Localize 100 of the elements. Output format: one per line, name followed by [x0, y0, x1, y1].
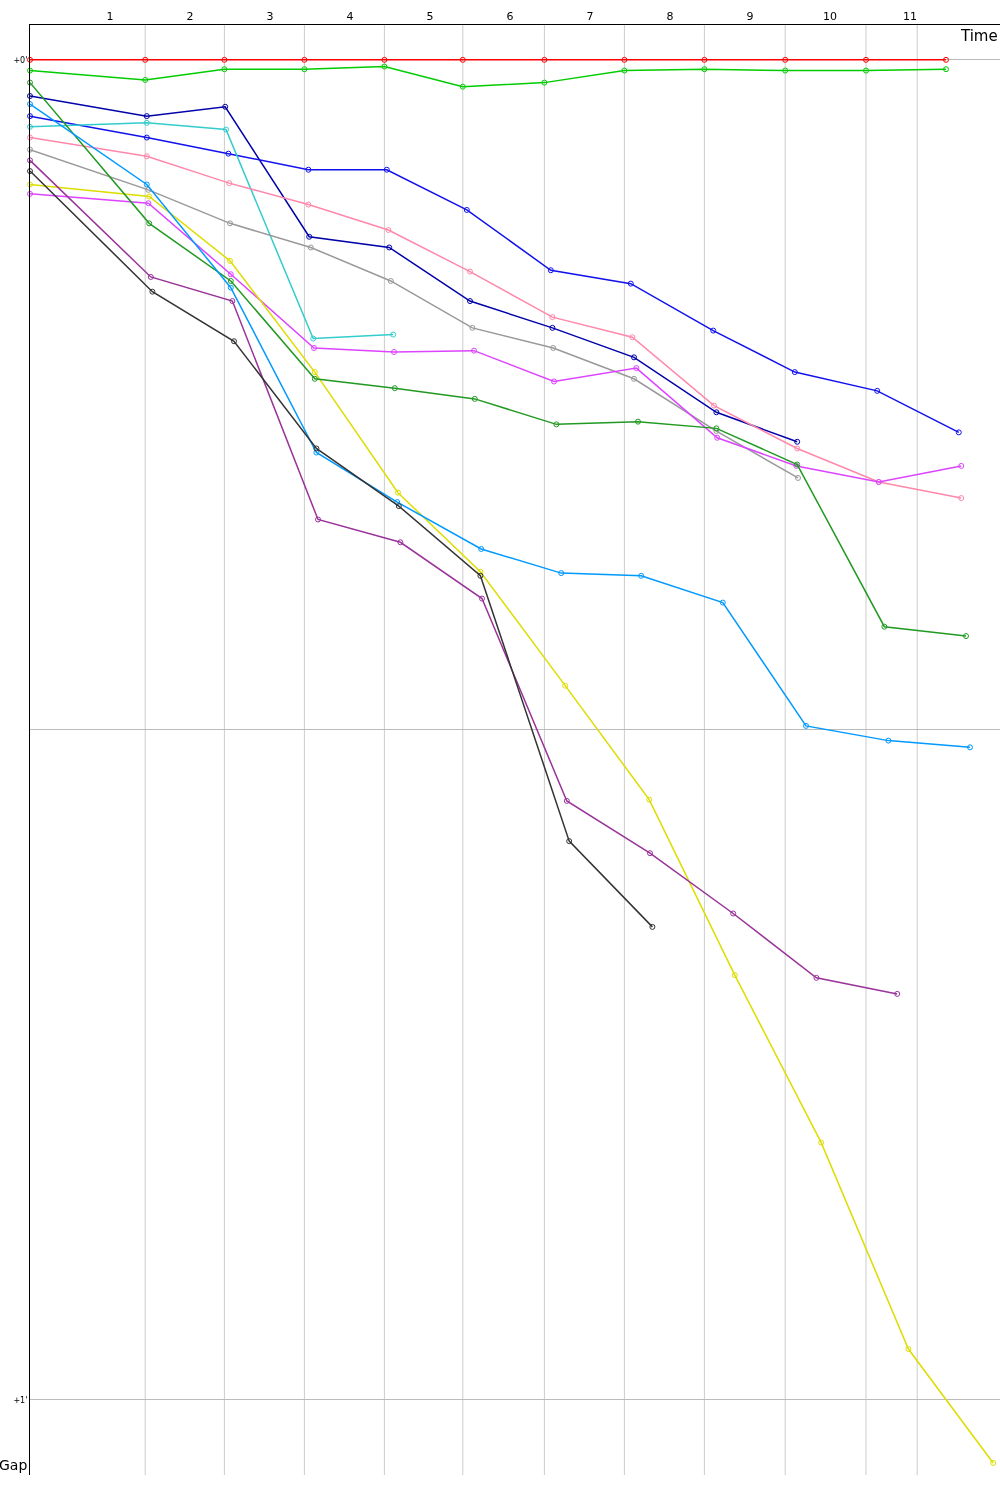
point	[305, 166, 312, 173]
point	[782, 67, 789, 74]
point	[301, 66, 308, 73]
point	[714, 434, 721, 441]
point	[791, 369, 798, 376]
point	[633, 365, 640, 372]
point	[147, 273, 154, 280]
point	[305, 201, 312, 208]
point	[395, 489, 401, 496]
point	[477, 568, 484, 575]
x-tick-label: 9	[746, 9, 754, 23]
point	[713, 409, 720, 416]
x-tick-label: 8	[666, 9, 674, 23]
point	[803, 722, 809, 729]
x-tick-label: 11	[903, 9, 917, 23]
point	[27, 146, 33, 153]
point	[391, 348, 397, 355]
x-axis-title: Time	[960, 27, 998, 45]
point	[146, 220, 153, 227]
point	[27, 101, 33, 108]
point	[226, 180, 233, 187]
point	[142, 56, 149, 63]
y-axis-title: Gap	[0, 1457, 28, 1473]
line-series	[27, 101, 973, 751]
point	[463, 206, 470, 213]
point	[967, 744, 973, 751]
point	[943, 66, 949, 73]
point	[621, 56, 628, 63]
point	[306, 233, 313, 240]
point	[143, 113, 150, 120]
x-tick-label: 6	[506, 9, 514, 23]
point	[27, 134, 33, 141]
point	[478, 545, 485, 552]
point	[627, 280, 634, 287]
point	[635, 418, 641, 425]
x-tick-label: 3	[266, 9, 274, 23]
x-tick-label: 10	[823, 9, 837, 23]
point	[146, 193, 153, 200]
point	[143, 181, 150, 188]
point	[701, 66, 708, 73]
line-series	[27, 113, 962, 436]
point	[566, 838, 573, 845]
point	[459, 83, 466, 90]
point	[863, 67, 869, 74]
point	[313, 445, 320, 452]
point	[231, 338, 237, 345]
point	[395, 503, 402, 510]
point	[874, 387, 881, 394]
point	[307, 244, 314, 251]
y-tick-label: +1'	[13, 1395, 28, 1405]
point	[818, 1139, 825, 1146]
point	[385, 227, 392, 234]
line-series	[27, 168, 656, 930]
point	[383, 166, 390, 173]
point	[227, 220, 233, 227]
point	[894, 990, 901, 997]
point	[813, 974, 820, 981]
point	[145, 186, 152, 193]
line-series	[27, 79, 969, 640]
point	[142, 76, 149, 83]
point	[479, 595, 485, 602]
point	[958, 495, 965, 502]
x-tick-label: 5	[426, 9, 434, 23]
point	[227, 277, 234, 284]
point	[731, 972, 738, 979]
point	[27, 93, 33, 100]
point	[221, 66, 228, 73]
point	[469, 324, 476, 331]
y-tick-label: +0'	[13, 55, 28, 65]
point	[638, 572, 645, 579]
point	[477, 572, 484, 579]
point	[229, 298, 236, 305]
point	[471, 395, 478, 402]
x-tick-label: 1	[106, 9, 114, 23]
point	[990, 1459, 997, 1466]
point	[563, 797, 570, 804]
point	[958, 462, 965, 469]
point	[467, 268, 473, 275]
x-tick-label: 2	[186, 9, 194, 23]
point	[782, 56, 789, 63]
point	[27, 56, 33, 63]
point	[27, 157, 33, 164]
x-tick-label: 7	[586, 9, 594, 23]
point	[149, 288, 156, 295]
point	[794, 438, 801, 445]
point	[390, 331, 397, 338]
line-series	[27, 146, 801, 481]
point	[553, 421, 560, 428]
point	[221, 56, 228, 63]
point	[541, 79, 548, 86]
point	[649, 923, 656, 930]
x-tick-label: 4	[346, 9, 354, 23]
point	[541, 56, 548, 63]
point	[863, 56, 869, 63]
point	[471, 347, 477, 354]
point	[547, 267, 554, 274]
point	[719, 599, 726, 606]
point	[551, 378, 557, 385]
point	[549, 324, 556, 331]
point	[963, 633, 969, 640]
